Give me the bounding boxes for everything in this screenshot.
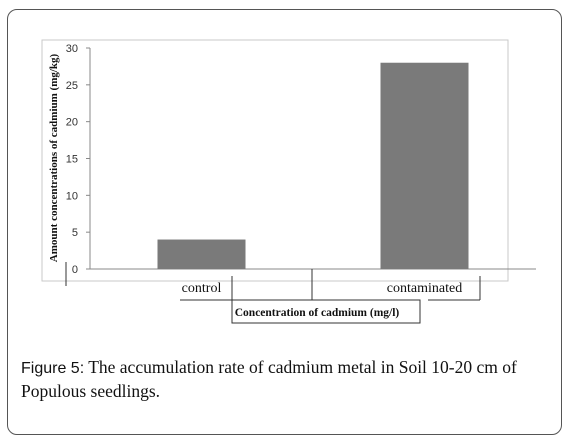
x-tick-label: control: [182, 281, 222, 296]
chart-area-border: [41, 39, 509, 282]
y-tick-label: 30: [66, 43, 78, 55]
figure-frame: [7, 9, 562, 435]
y-tick-label: 5: [72, 227, 78, 239]
x-axis-label: Concentration of cadmium (mg/l): [235, 307, 400, 319]
bar-control: [157, 239, 246, 269]
y-tick-label: 10: [66, 190, 78, 202]
y-tick-label: 25: [66, 80, 78, 92]
figure-label: Figure 5:: [21, 360, 85, 377]
x-label-box: [231, 299, 421, 324]
figure-caption: Figure 5: The accumulation rate of cadmi…: [21, 356, 556, 402]
y-tick-label: 0: [72, 264, 78, 276]
figure-caption-text: The accumulation rate of cadmium metal i…: [21, 357, 517, 401]
bar-contaminated: [380, 62, 469, 269]
y-tick-label: 15: [66, 154, 78, 166]
y-axis-label: Amount concentrations of cadmium (mg/kg): [48, 53, 60, 262]
y-tick-label: 20: [66, 117, 78, 129]
x-tick-label: contaminated: [387, 281, 462, 296]
